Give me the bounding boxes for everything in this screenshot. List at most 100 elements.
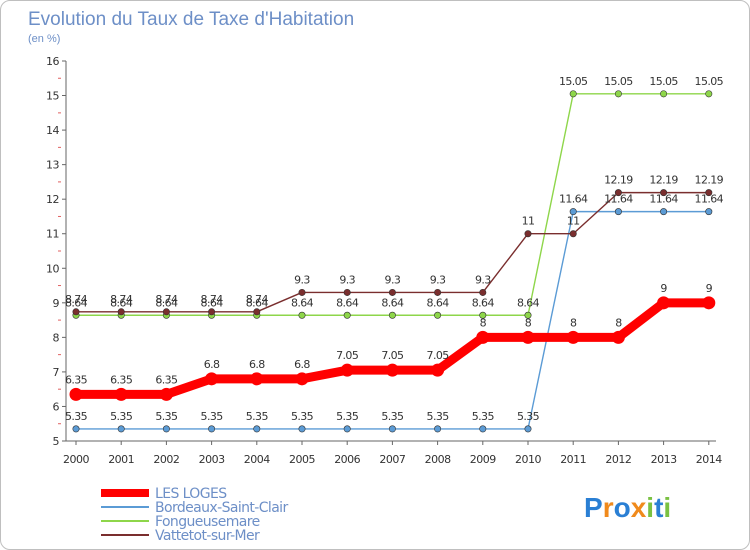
data-label: 5.35 (427, 410, 450, 423)
data-label: 8.64 (291, 296, 314, 309)
data-label: 5.35 (336, 410, 359, 423)
data-point (524, 311, 532, 319)
data-point (343, 288, 351, 296)
x-tick-label: 2007 (379, 453, 405, 466)
data-point (657, 296, 671, 310)
data-point (250, 372, 264, 386)
data-point (660, 90, 668, 98)
data-label: 15.05 (559, 75, 588, 88)
series-les-loges (69, 296, 716, 401)
data-point (208, 308, 216, 316)
data-point (566, 330, 580, 344)
data-point (340, 363, 354, 377)
legend-item: LES LOGES (101, 486, 228, 502)
y-tick-label: 7 (53, 366, 60, 379)
x-tick-label: 2004 (244, 453, 270, 466)
data-point (614, 208, 622, 216)
data-label: 11 (567, 215, 580, 228)
data-point (434, 288, 442, 296)
legend-label: LES LOGES (155, 486, 227, 502)
data-labels-layer: 5.35 5.35 5.35 5.35 5.35 5.35 5.35 5.35 5.35 5.35… (65, 75, 724, 423)
y-tick-label: 14 (46, 124, 59, 137)
data-label: 11.64 (604, 193, 633, 206)
data-label: 12.19 (604, 174, 633, 187)
data-point (521, 330, 535, 344)
data-point (162, 308, 170, 316)
data-point (660, 208, 668, 216)
data-label: 8.64 (201, 296, 224, 309)
data-point (611, 330, 625, 344)
data-point (298, 288, 306, 296)
data-label: 12.19 (649, 174, 678, 187)
data-point (208, 425, 216, 433)
data-label: 8.64 (246, 296, 269, 309)
data-label: 7.05 (336, 349, 359, 362)
data-label: 9.3 (430, 273, 446, 286)
data-label: 6.35 (110, 373, 133, 386)
data-point (388, 288, 396, 296)
data-point (524, 230, 532, 238)
y-tick-label: 8 (53, 331, 60, 344)
x-tick-label: 2000 (63, 453, 89, 466)
legend-item: Bordeaux-Saint-Clair (101, 500, 289, 516)
logo-letter: i (646, 492, 654, 523)
x-tick-label: 2009 (470, 453, 496, 466)
x-tick-label: 2014 (696, 453, 722, 466)
data-point (476, 330, 490, 344)
data-point (295, 372, 309, 386)
data-label: 8.64 (472, 296, 495, 309)
data-label: 8 (525, 316, 532, 329)
x-tick-label: 2013 (651, 453, 677, 466)
data-label: 8.64 (110, 296, 133, 309)
legend-item: Fongueusemare (101, 514, 260, 530)
data-label: 12.19 (695, 174, 724, 187)
x-tick-label: 2003 (199, 453, 225, 466)
data-point (434, 425, 442, 433)
data-point (385, 363, 399, 377)
y-tick-label: 6 (53, 400, 60, 413)
data-label: 6.8 (249, 358, 265, 371)
x-tick-label: 2001 (108, 453, 134, 466)
data-point (298, 311, 306, 319)
data-label: 8.74 (110, 293, 133, 306)
y-tick-label: 13 (46, 159, 59, 172)
y-tick-label: 5 (53, 435, 60, 448)
series-layer (69, 90, 716, 433)
data-label: 9.3 (339, 273, 355, 286)
data-label: 7.05 (381, 349, 404, 362)
data-label: 5.35 (246, 410, 269, 423)
data-label: 11.64 (559, 193, 588, 206)
logo-text: Proxiti (584, 492, 671, 523)
data-point (431, 363, 445, 377)
data-label: 5.35 (291, 410, 314, 423)
data-point (479, 288, 487, 296)
legend-label: Fongueusemare (155, 514, 260, 530)
data-label: 8.74 (65, 293, 88, 306)
data-label: 8 (480, 316, 487, 329)
legend-label: Vattetot-sur-Mer (155, 528, 260, 544)
data-point (117, 308, 125, 316)
data-point (569, 208, 577, 216)
x-tick-label: 2005 (289, 453, 315, 466)
data-point (569, 90, 577, 98)
data-point (343, 425, 351, 433)
data-label: 5.35 (201, 410, 224, 423)
data-label: 15.05 (649, 75, 678, 88)
y-tick-label: 9 (53, 297, 60, 310)
data-label: 6.8 (294, 358, 310, 371)
data-label: 8.64 (381, 296, 404, 309)
series-bordeaux-saint-clair (72, 208, 713, 433)
data-label: 6.35 (155, 373, 178, 386)
logo-letter: i (663, 492, 671, 523)
data-label: 11.64 (649, 193, 678, 206)
x-tick-label: 2006 (334, 453, 360, 466)
data-point (705, 208, 713, 216)
x-tick-label: 2008 (425, 453, 451, 466)
data-label: 9 (706, 282, 713, 295)
chart-title: Evolution du Taux de Taxe d'Habitation (28, 9, 354, 30)
data-label: 8.64 (65, 296, 88, 309)
x-tick-label: 2002 (153, 453, 179, 466)
data-point (253, 425, 261, 433)
logo-letter: t (654, 492, 663, 523)
